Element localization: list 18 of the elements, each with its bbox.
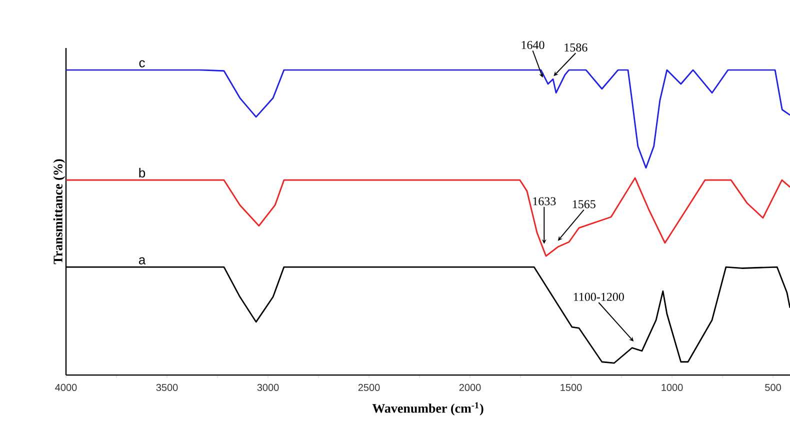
series-label: a (138, 257, 146, 264)
annotation: 1640 (522, 40, 544, 50)
x-tick-label: 1500 (560, 384, 582, 392)
x-tick-label: 2500 (358, 384, 380, 392)
series-label: c (139, 60, 145, 68)
annotation: 1633 (533, 197, 556, 206)
series-label: b (139, 168, 146, 178)
x-tick-label: 500 (765, 384, 781, 392)
x-axis-title: Wavenumber (cm$^{-1}$) (372, 402, 484, 416)
annotation: 1586 (564, 43, 588, 52)
y-axis-title: Transmittance (%) (53, 159, 66, 264)
x-tick-label: 1000 (662, 384, 683, 392)
x-tick-label: 4000 (55, 384, 77, 392)
x-tick-label: 3000 (257, 384, 279, 392)
annotation: 1565 (572, 200, 596, 208)
x-tick-label: 3500 (156, 384, 178, 392)
annotation: 1100-1200 (574, 292, 624, 301)
x-tick-label: 2000 (459, 384, 481, 392)
